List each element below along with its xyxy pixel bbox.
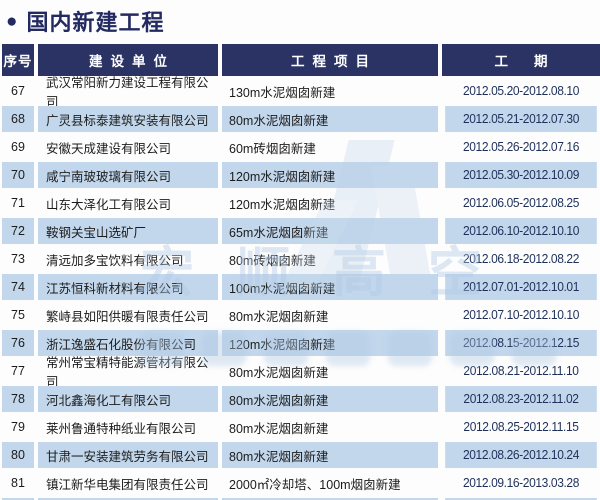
cell-serial: 72 [2,218,34,244]
cell-serial: 67 [11,84,25,98]
cell-project: 80m砖烟囱新建 [229,253,316,268]
table-row: 81 镇江新华电集团有限责任公司 2000㎡冷却塔、100m烟囱新建 2012.… [0,470,600,496]
cell-serial: 73 [11,252,25,266]
table-row: 69 安徽天成建设有限公司 60m砖烟囱新建 2012.05.26-2012.0… [0,134,600,160]
cell-project: 2000㎡冷却塔、100m烟囱新建 [229,477,401,492]
cell-serial: 77 [11,364,25,378]
cell-project: 100m水泥烟囱新建 [222,274,438,300]
cell-serial: 76 [2,330,34,356]
cell-serial: 78 [2,386,34,412]
cell-company: 咸宁南玻玻璃有限公司 [38,162,218,188]
cell-period: 2012.06.18-2012.08.22 [462,252,580,266]
header-period: 工期 [442,44,600,76]
table-row: 76 浙江逸盛石化股份有限公司 120m水泥烟囱新建 2012.08.15-20… [0,330,600,356]
cell-project: 80m水泥烟囱新建 [229,365,329,380]
cell-period: 2012.06.10-2012.10.10 [445,218,597,244]
cell-period: 2012.08.23-2012.11.02 [445,386,597,412]
cell-project: 65m水泥烟囱新建 [222,218,438,244]
cell-company: 清远加多宝饮料有限公司 [46,253,184,268]
page-title: 国内新建工程 [26,10,165,35]
table-row: 71 山东大泽化工有限公司 120m水泥烟囱新建 2012.06.05-2012… [0,190,600,216]
cell-period: 2012.05.30-2012.10.09 [445,162,597,188]
table-row: 73 清远加多宝饮料有限公司 80m砖烟囱新建 2012.06.18-2012.… [0,246,600,272]
cell-company: 浙江逸盛石化股份有限公司 [38,330,218,356]
cell-serial: 68 [2,106,34,132]
table-row: 75 繁峙县如阳供暖有限责任公司 80m水泥烟囱新建 2012.07.10-20… [0,302,600,328]
cell-company: 广灵县标泰建筑安装有限公司 [38,106,218,132]
cell-company: 常州常宝精特能源管材有限公司 [46,356,209,389]
cell-period [445,498,597,500]
cell-period: 2012.07.01-2012.10.01 [445,274,597,300]
table-header: 序号 建设单位 工程项目 工期 [0,44,600,76]
table-row: 74 江苏恒科新材料有限公司 100m水泥烟囱新建 2012.07.01-201… [0,274,600,300]
cell-serial: 79 [11,420,25,434]
table-row: 78 河北鑫海化工有限公司 80m水泥烟囱新建 2012.08.23-2012.… [0,386,600,412]
header-serial: 序号 [2,44,34,76]
table-row: 72 鞍钢关宝山选矿厂 65m水泥烟囱新建 2012.06.10-2012.10… [0,218,600,244]
cell-company: 繁峙县如阳供暖有限责任公司 [46,309,209,324]
cell-project: 80m水泥烟囱新建 [222,106,438,132]
cell-project: 120m水泥烟囱新建 [222,330,438,356]
cell-project: 80m水泥烟囱新建 [229,421,329,436]
cell-period: 2012.06.05-2012.08.25 [462,196,580,210]
cell-period: 2012.07.10-2012.10.10 [462,308,580,322]
header-project: 工程项目 [222,44,438,76]
cell-period: 2012.05.20-2012.08.10 [462,84,580,98]
table-row-partial [0,498,600,500]
bullet-icon: ● [6,10,18,32]
cell-project: 130m水泥烟囱新建 [229,85,336,100]
section-title-row: ● 国内新建工程 [6,6,165,36]
cell-company: 鞍钢关宝山选矿厂 [38,218,218,244]
cell-period: 2012.05.21-2012.07.30 [445,106,597,132]
cell-period: 2012.05.26-2012.07.16 [462,140,580,154]
cell-serial: 71 [11,196,25,210]
cell-project: 120m水泥烟囱新建 [222,162,438,188]
cell-company: 莱州鲁通特种纸业有限公司 [46,421,197,436]
cell-project: 80m水泥烟囱新建 [222,442,438,468]
cell-company: 镇江新华电集团有限责任公司 [46,477,209,492]
cell-project: 120m水泥烟囱新建 [229,197,336,212]
cell-company: 武汉常阳新力建设工程有限公司 [46,76,209,109]
table-row: 68 广灵县标泰建筑安装有限公司 80m水泥烟囱新建 2012.05.21-20… [0,106,600,132]
cell-serial [2,498,34,500]
cell-company: 山东大泽化工有限公司 [46,197,172,212]
cell-company: 安徽天成建设有限公司 [46,141,172,156]
cell-serial: 80 [2,442,34,468]
table-row: 80 甘肃一安装建筑劳务有限公司 80m水泥烟囱新建 2012.08.26-20… [0,442,600,468]
cell-company: 甘肃一安装建筑劳务有限公司 [38,442,218,468]
table-row: 70 咸宁南玻玻璃有限公司 120m水泥烟囱新建 2012.05.30-2012… [0,162,600,188]
cell-project [222,498,438,500]
cell-serial: 75 [11,308,25,322]
cell-period: 2012.08.25-2012.11.15 [463,420,579,434]
cell-project: 80m水泥烟囱新建 [222,386,438,412]
table-row: 67 武汉常阳新力建设工程有限公司 130m水泥烟囱新建 2012.05.20-… [0,76,600,109]
cell-serial: 81 [11,476,25,490]
cell-company: 河北鑫海化工有限公司 [38,386,218,412]
cell-company [38,498,218,500]
header-company: 建设单位 [38,44,218,76]
cell-project: 60m砖烟囱新建 [229,141,316,156]
cell-serial: 69 [11,140,25,154]
projects-table-body: 67 武汉常阳新力建设工程有限公司 130m水泥烟囱新建 2012.05.20-… [0,76,600,500]
table-row: 79 莱州鲁通特种纸业有限公司 80m水泥烟囱新建 2012.08.25-201… [0,414,600,440]
cell-serial: 74 [2,274,34,300]
cell-period: 2012.09.16-2013.03.28 [462,476,580,490]
cell-period: 2012.08.26-2012.10.24 [445,442,597,468]
cell-company: 江苏恒科新材料有限公司 [38,274,218,300]
cell-period: 2012.08.15-2012.12.15 [445,330,597,356]
table-row: 77 常州常宝精特能源管材有限公司 80m水泥烟囱新建 2012.08.21-2… [0,356,600,389]
cell-project: 80m水泥烟囱新建 [229,309,329,324]
cell-period: 2012.08.21-2012.11.10 [463,364,579,378]
cell-serial: 70 [2,162,34,188]
